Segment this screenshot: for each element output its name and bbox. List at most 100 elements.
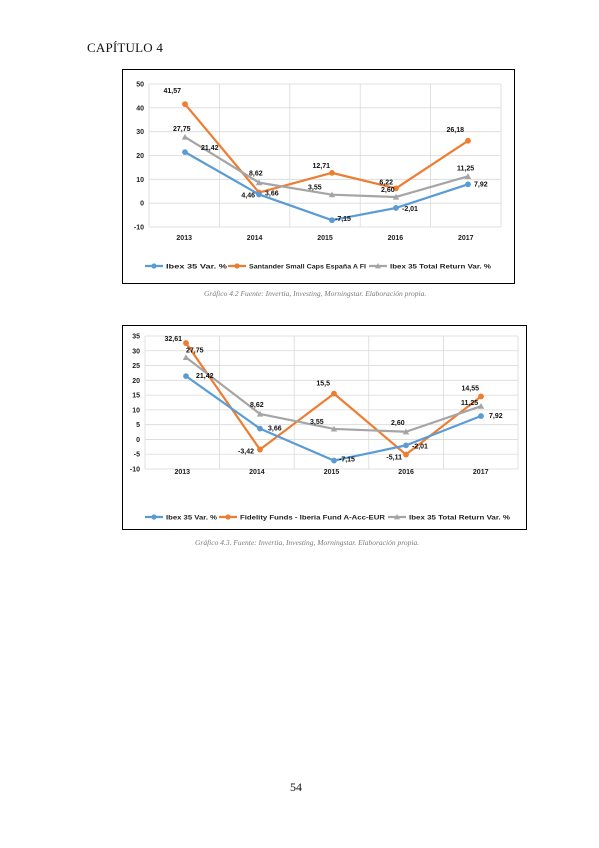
- data-label: 27,75: [186, 347, 204, 354]
- x-tick-label: 2017: [458, 235, 474, 242]
- data-point: [329, 169, 335, 176]
- data-point: [331, 457, 337, 464]
- legend-label: Ibex 35 Var. %: [166, 264, 228, 271]
- data-label: 26,18: [446, 127, 464, 134]
- data-label: 15,5: [316, 381, 330, 388]
- legend-label: Ibex 35 Total Return Var. %: [390, 264, 491, 271]
- data-label: -3,42: [238, 449, 254, 456]
- data-label: 12,71: [312, 163, 330, 170]
- data-point: [403, 451, 409, 458]
- y-tick-label: 15: [132, 393, 140, 400]
- y-tick-label: 5: [136, 422, 140, 429]
- y-tick-label: -10: [134, 225, 144, 232]
- chart-fidelity-frame: -10 -5 0 5 10 15 20 25 30 35 2013 2014 2015 2016 2017 2…: [122, 325, 527, 530]
- x-tick-label: 2015: [317, 235, 333, 242]
- y-tick-label: 20: [136, 153, 144, 160]
- y-tick-label: 10: [132, 407, 140, 414]
- x-tick-label: 2016: [398, 469, 414, 476]
- data-point: [183, 373, 189, 380]
- y-tick-label: 30: [132, 348, 140, 355]
- legend-label: Ibex 35 Total Return Var. %: [409, 515, 510, 522]
- data-point: [393, 185, 399, 192]
- data-label: 6,22: [379, 179, 393, 186]
- legend-marker: [234, 263, 240, 269]
- data-point: [183, 340, 189, 346]
- legend-label: Fidelity Funds - Iberia Fund A-Acc-EUR: [240, 515, 386, 522]
- page-number: 54: [290, 780, 302, 794]
- legend-marker: [394, 514, 400, 520]
- data-label: 2,60: [381, 187, 395, 194]
- data-point: [393, 205, 399, 211]
- data-point: [182, 149, 188, 156]
- chart-santander: -10 0 10 20 30 40 50 2013 2014 2015 2016 2017 21,42 3…: [134, 82, 502, 271]
- data-point: [465, 137, 471, 144]
- data-label: 3,55: [310, 419, 324, 426]
- data-point: [464, 173, 472, 179]
- data-label: 3,66: [268, 426, 282, 433]
- data-point: [182, 101, 188, 107]
- y-tick-label: 35: [132, 334, 140, 341]
- data-point: [478, 393, 484, 400]
- data-point: [257, 425, 263, 432]
- data-label: 2,60: [391, 420, 405, 427]
- y-tick-label: 25: [132, 363, 140, 370]
- y-tick-label: 0: [136, 437, 140, 444]
- x-tick-label: 2017: [473, 469, 489, 476]
- y-tick-label: 50: [136, 82, 144, 89]
- data-label: -5,11: [386, 455, 402, 462]
- legend-marker: [375, 263, 381, 269]
- data-point: [257, 446, 263, 453]
- data-label: 14,55: [461, 385, 479, 392]
- data-point: [256, 191, 262, 198]
- data-label: 7,92: [489, 413, 503, 420]
- data-label: 21,42: [196, 373, 214, 380]
- data-label: -2,01: [412, 443, 428, 450]
- data-label: -7,15: [335, 216, 351, 223]
- data-label: 3,55: [308, 185, 322, 192]
- data-label: -2,01: [402, 206, 418, 213]
- data-label: 21,42: [201, 145, 219, 152]
- data-label: 3,66: [265, 190, 279, 197]
- x-tick-label: 2014: [247, 235, 263, 242]
- data-label: -7,15: [339, 457, 355, 464]
- data-point: [181, 133, 189, 140]
- legend-label: Ibex 35 Var. %: [166, 515, 217, 522]
- x-tick-label: 2015: [324, 469, 340, 476]
- data-point: [256, 410, 264, 417]
- chart-fidelity: -10 -5 0 5 10 15 20 25 30 35 2013 2014 2015 2016 2017 2…: [130, 334, 519, 522]
- legend-label: Santander Small Caps España A FI: [249, 264, 366, 271]
- y-tick-label: 20: [132, 378, 140, 385]
- data-label: 11,25: [457, 165, 474, 172]
- chart-santander-frame: -10 0 10 20 30 40 50 2013 2014 2015 2016 2017 21,42 3…: [122, 69, 515, 284]
- y-tick-label: 0: [140, 201, 144, 208]
- data-point: [402, 428, 410, 435]
- y-tick-label: -10: [130, 467, 140, 474]
- x-tick-label: 2014: [249, 469, 265, 476]
- data-label: 8,62: [250, 402, 264, 409]
- data-point: [477, 402, 485, 409]
- data-point: [182, 354, 190, 361]
- data-label: 7,92: [474, 181, 488, 188]
- data-point: [330, 425, 338, 432]
- series-line: [185, 375, 482, 462]
- chart-caption-2: Gráfico 4.3. Fuente: Invertia, Investing…: [195, 538, 420, 547]
- series-line: [185, 342, 482, 456]
- legend-marker: [225, 514, 231, 520]
- data-label: 4,46: [241, 193, 255, 200]
- y-tick-label: 40: [136, 105, 144, 112]
- data-point: [329, 217, 335, 224]
- data-point: [403, 442, 409, 449]
- x-tick-label: 2013: [176, 235, 192, 242]
- y-tick-label: 10: [136, 177, 144, 184]
- data-label: 8,62: [249, 171, 263, 178]
- data-label: 11,25: [461, 400, 478, 407]
- data-label: 27,75: [173, 126, 191, 133]
- data-label: 41,57: [163, 88, 181, 95]
- data-point: [392, 193, 400, 200]
- x-tick-label: 2016: [388, 235, 404, 242]
- data-point: [331, 390, 337, 397]
- chart-caption-1: Gráfico 4.2 Fuente: Invertia, Investing,…: [204, 289, 427, 298]
- data-point: [255, 179, 263, 186]
- chapter-heading: CAPÍTULO 4: [87, 40, 164, 55]
- y-tick-label: 30: [136, 129, 144, 136]
